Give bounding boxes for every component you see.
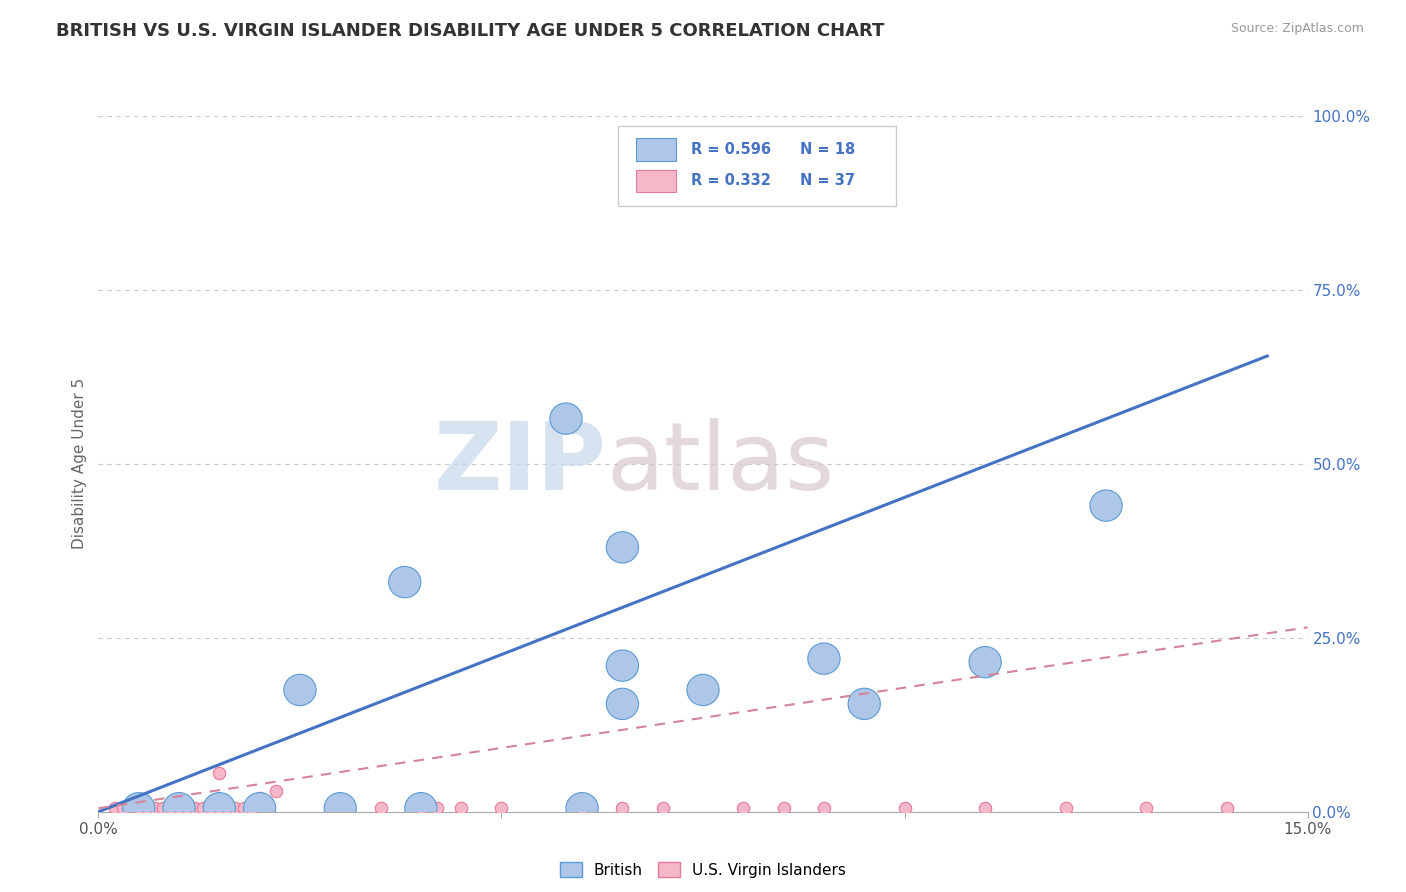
- Ellipse shape: [204, 793, 235, 824]
- Point: [232, 801, 254, 815]
- Point: [733, 801, 755, 815]
- Point: [103, 801, 125, 815]
- Ellipse shape: [688, 674, 718, 706]
- Point: [1054, 801, 1077, 815]
- Ellipse shape: [808, 643, 839, 674]
- Point: [111, 801, 134, 815]
- Ellipse shape: [405, 793, 437, 824]
- Ellipse shape: [243, 793, 276, 824]
- Point: [813, 801, 835, 815]
- Legend: British, U.S. Virgin Islanders: British, U.S. Virgin Islanders: [554, 856, 852, 884]
- Point: [152, 801, 174, 815]
- Ellipse shape: [163, 793, 195, 824]
- FancyBboxPatch shape: [637, 169, 676, 193]
- Ellipse shape: [606, 689, 638, 720]
- Point: [651, 801, 673, 815]
- Point: [450, 801, 472, 815]
- Point: [1216, 801, 1239, 815]
- Point: [160, 801, 183, 815]
- Point: [143, 801, 166, 815]
- Text: N = 37: N = 37: [800, 173, 855, 188]
- Ellipse shape: [606, 650, 638, 681]
- Point: [128, 801, 150, 815]
- Point: [240, 801, 263, 815]
- Ellipse shape: [969, 647, 1001, 678]
- Point: [612, 801, 634, 815]
- Text: N = 18: N = 18: [800, 142, 855, 157]
- Point: [772, 801, 794, 815]
- Point: [208, 801, 231, 815]
- Point: [370, 801, 392, 815]
- Point: [176, 801, 198, 815]
- Ellipse shape: [550, 403, 582, 434]
- Point: [426, 801, 449, 815]
- Text: atlas: atlas: [606, 417, 835, 510]
- Point: [217, 801, 239, 815]
- Ellipse shape: [1090, 490, 1122, 521]
- Point: [893, 801, 915, 815]
- Point: [571, 801, 593, 815]
- Text: Source: ZipAtlas.com: Source: ZipAtlas.com: [1230, 22, 1364, 36]
- Ellipse shape: [325, 793, 356, 824]
- FancyBboxPatch shape: [619, 127, 897, 206]
- Point: [249, 790, 271, 805]
- Text: R = 0.596: R = 0.596: [690, 142, 770, 157]
- Point: [491, 801, 513, 815]
- Ellipse shape: [567, 793, 598, 824]
- Point: [200, 801, 222, 815]
- Point: [264, 784, 287, 798]
- Ellipse shape: [122, 793, 155, 824]
- Point: [120, 797, 142, 812]
- Point: [184, 801, 207, 815]
- Ellipse shape: [388, 566, 420, 598]
- Ellipse shape: [848, 689, 880, 720]
- Ellipse shape: [606, 532, 638, 563]
- Point: [974, 801, 997, 815]
- Text: BRITISH VS U.S. VIRGIN ISLANDER DISABILITY AGE UNDER 5 CORRELATION CHART: BRITISH VS U.S. VIRGIN ISLANDER DISABILI…: [56, 22, 884, 40]
- Point: [193, 801, 215, 815]
- Ellipse shape: [284, 674, 316, 706]
- Point: [1135, 801, 1157, 815]
- Point: [409, 801, 432, 815]
- Text: R = 0.332: R = 0.332: [690, 173, 770, 188]
- Text: ZIP: ZIP: [433, 417, 606, 510]
- Point: [167, 801, 190, 815]
- Point: [224, 801, 246, 815]
- Point: [135, 801, 157, 815]
- FancyBboxPatch shape: [637, 138, 676, 161]
- Y-axis label: Disability Age Under 5: Disability Age Under 5: [72, 378, 87, 549]
- Point: [208, 766, 231, 780]
